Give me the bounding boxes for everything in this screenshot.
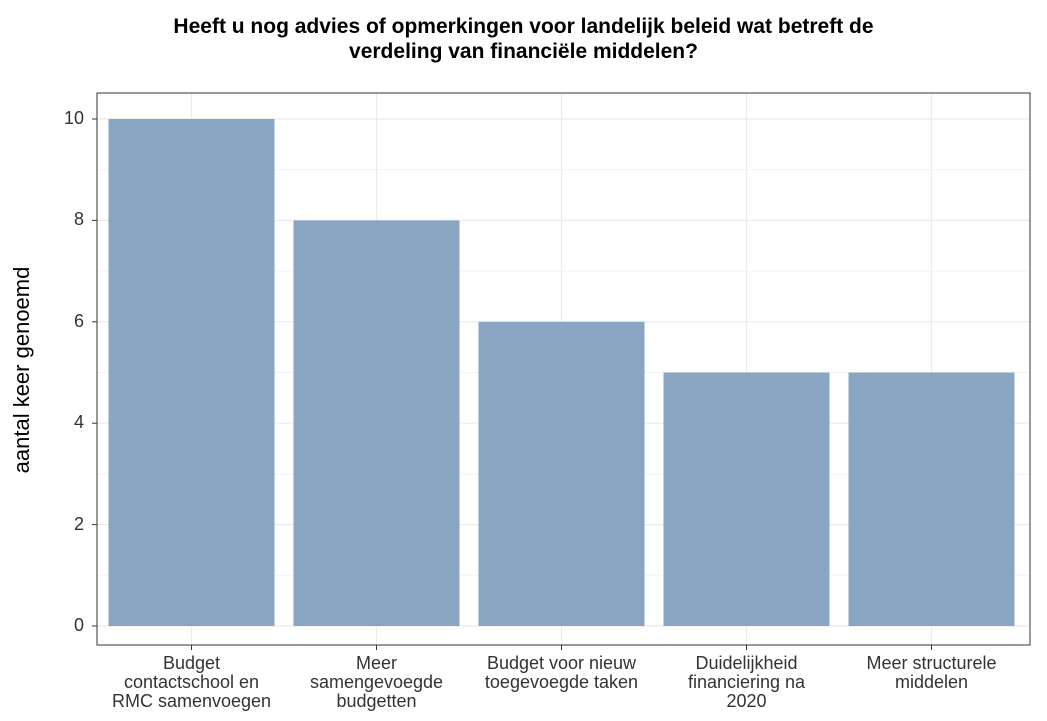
x-tick-label-line: RMC samenvoegen bbox=[111, 691, 272, 711]
x-tick-label: Meer structurele middelen bbox=[843, 654, 1021, 692]
x-tick-label: Budget contactschool en RMC samenvoegen bbox=[103, 654, 281, 711]
chart-title: Heeft u nog advies of opmerkingen voor l… bbox=[0, 14, 1047, 64]
x-tick-label-line: 2020 bbox=[726, 691, 767, 711]
chart-title-line-2: verdeling van financiële middelen? bbox=[349, 40, 698, 63]
x-tick-label-line: financiering na bbox=[687, 672, 806, 692]
x-tick-label-line: samengevoegde bbox=[309, 672, 444, 692]
bar bbox=[293, 220, 460, 626]
y-tick-label: 0 bbox=[73, 615, 84, 635]
bar bbox=[478, 321, 645, 626]
x-tick-label-line: toegevoegde taken bbox=[484, 672, 639, 692]
bar bbox=[108, 119, 275, 626]
x-tick-label: Budget voor nieuw toegevoegde taken bbox=[473, 654, 651, 692]
x-tick-label-line: Meer structurele bbox=[866, 653, 997, 673]
x-tick-label-line: Budget voor nieuw bbox=[486, 653, 637, 673]
y-tick-label: 4 bbox=[73, 412, 84, 433]
x-tick-label-line: contactschool en bbox=[123, 672, 260, 692]
chart-title-line-1: Heeft u nog advies of opmerkingen voor l… bbox=[173, 15, 874, 38]
bar-layer bbox=[108, 119, 1015, 626]
y-tick-label: 2 bbox=[73, 513, 84, 534]
x-tick-label-line: middelen bbox=[894, 672, 969, 692]
x-tick-label-line: Duidelijkheid bbox=[695, 653, 798, 673]
x-tick-label: Duidelijkheid financiering na 2020 bbox=[658, 654, 836, 711]
bar bbox=[848, 372, 1015, 626]
panel-border bbox=[96, 92, 1031, 646]
bar bbox=[663, 372, 830, 626]
x-tick-label: Meer samengevoegde budgetten bbox=[288, 654, 466, 711]
y-tick-label: 6 bbox=[73, 310, 84, 331]
x-tick-label-line: Meer bbox=[355, 653, 397, 673]
y-tick-label: 8 bbox=[73, 209, 84, 230]
x-tick-label-line: budgetten bbox=[336, 691, 417, 711]
x-tick-label-line: Budget bbox=[162, 653, 221, 673]
y-tick-label: 10 bbox=[63, 108, 84, 128]
axis-layer bbox=[92, 92, 1031, 650]
